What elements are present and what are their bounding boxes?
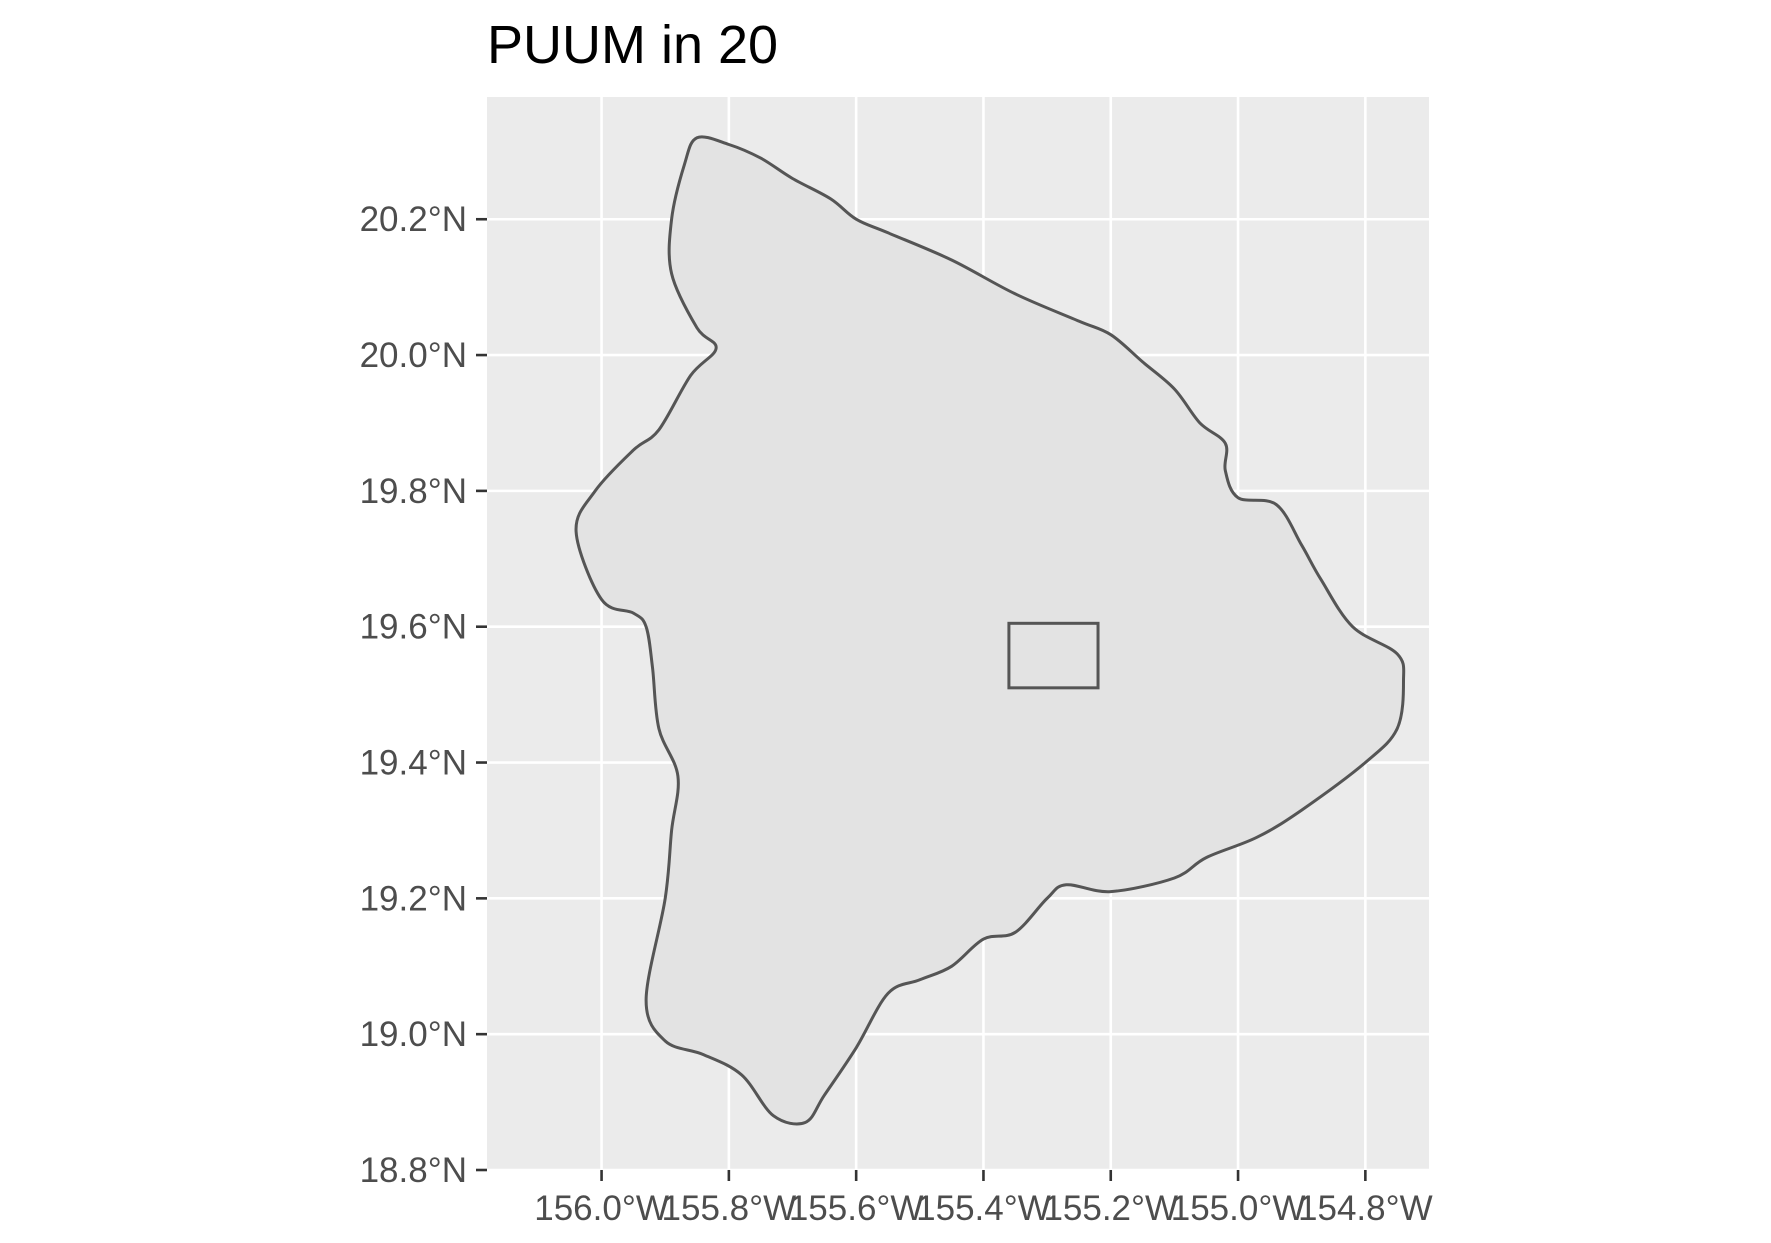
- x-tick-label-2: 155.6°W: [789, 1189, 924, 1228]
- x-tick-label-5: 155.0°W: [1171, 1189, 1306, 1228]
- x-tick-label-0: 156.0°W: [534, 1189, 669, 1228]
- site-boundary-box: [1007, 621, 1100, 690]
- island-outline: [574, 135, 1406, 1126]
- x-axis: 156.0°W155.8°W155.6°W155.4°W155.2°W155.0…: [534, 1170, 1433, 1228]
- y-tick-label-2: 19.2°N: [360, 879, 467, 918]
- y-tick-label-4: 19.6°N: [360, 608, 467, 647]
- y-tick-label-0: 18.8°N: [360, 1151, 467, 1190]
- x-tick-label-3: 155.4°W: [916, 1189, 1051, 1228]
- y-tick-label-6: 20.0°N: [360, 336, 467, 375]
- y-tick-label-5: 19.8°N: [360, 472, 467, 511]
- x-tick-label-6: 154.8°W: [1298, 1189, 1433, 1228]
- x-tick-label-4: 155.2°W: [1043, 1189, 1178, 1228]
- y-tick-label-1: 19.0°N: [360, 1015, 467, 1054]
- y-tick-label-3: 19.4°N: [360, 744, 467, 783]
- y-axis: 18.8°N 19.0°N 19.2°N 19.4°N 19.6°N 19.8°N 20.0…: [360, 200, 487, 1190]
- x-tick-label-1: 155.8°W: [662, 1189, 797, 1228]
- y-tick-label-7: 20.2°N: [360, 200, 467, 239]
- plot-title: PUUM in 20: [487, 15, 778, 75]
